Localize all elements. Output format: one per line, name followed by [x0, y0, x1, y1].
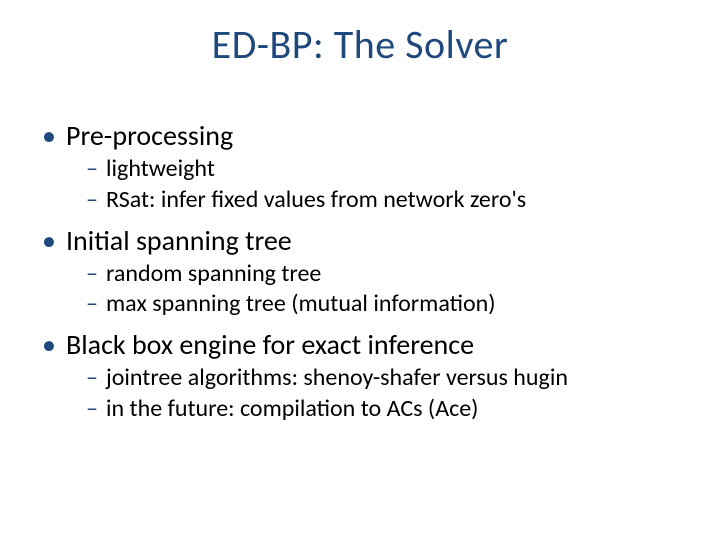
bullet-l2: RSat: infer fixed values from network ze… — [38, 186, 682, 215]
bullet-l2: max spanning tree (mutual information) — [38, 290, 682, 319]
slide-body: Pre-processing lightweight RSat: infer f… — [38, 112, 682, 432]
bullet-l2: jointree algorithms: shenoy-shafer versu… — [38, 364, 682, 393]
slide: ED-BP: The Solver Pre-processing lightwe… — [0, 0, 720, 540]
bullet-l2: random spanning tree — [38, 260, 682, 289]
bullet-l2: lightweight — [38, 155, 682, 184]
bullet-l1: Initial spanning tree — [38, 223, 682, 258]
bullet-l1: Black box engine for exact inference — [38, 327, 682, 362]
section-preprocessing: Pre-processing lightweight RSat: infer f… — [38, 118, 682, 215]
bullet-l2: in the future: compilation to ACs (Ace) — [38, 395, 682, 424]
section-initial-spanning-tree: Initial spanning tree random spanning tr… — [38, 223, 682, 320]
bullet-l1: Pre-processing — [38, 118, 682, 153]
section-black-box-engine: Black box engine for exact inference joi… — [38, 327, 682, 424]
slide-title: ED-BP: The Solver — [0, 20, 720, 69]
